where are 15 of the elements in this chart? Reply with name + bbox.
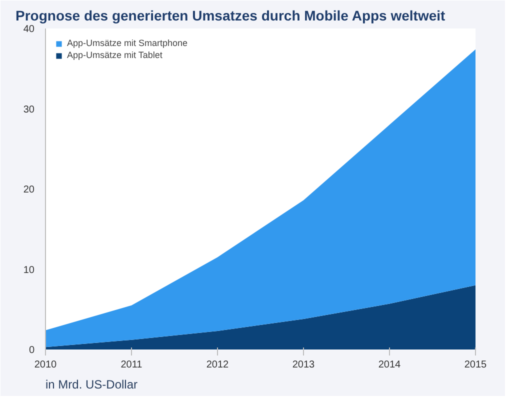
- x-tick-label: 2010: [34, 360, 58, 370]
- legend-label: App-Umsätze mit Tablet: [67, 50, 162, 60]
- y-tick-label: 10: [23, 264, 35, 276]
- x-tick-label: 2013: [292, 360, 316, 370]
- x-tick-label: 2015: [464, 360, 488, 370]
- legend-label: App-Umsätze mit Smartphone: [67, 38, 188, 48]
- y-tick-label: 30: [23, 104, 35, 116]
- x-tick-label: 2014: [378, 360, 402, 370]
- y-tick-label: 40: [23, 24, 35, 35]
- text: in Mrd. US-Dollar: [46, 378, 138, 392]
- chart-title: Prognose des generierten Umsatzes durch Mobile Apps weltweit: [16, 8, 446, 24]
- x-tick-label: 2011: [120, 360, 143, 370]
- y-tick-label: 20: [23, 184, 35, 196]
- y-tick-label: 0: [28, 345, 35, 356]
- x-tick-label: 2012: [206, 360, 230, 370]
